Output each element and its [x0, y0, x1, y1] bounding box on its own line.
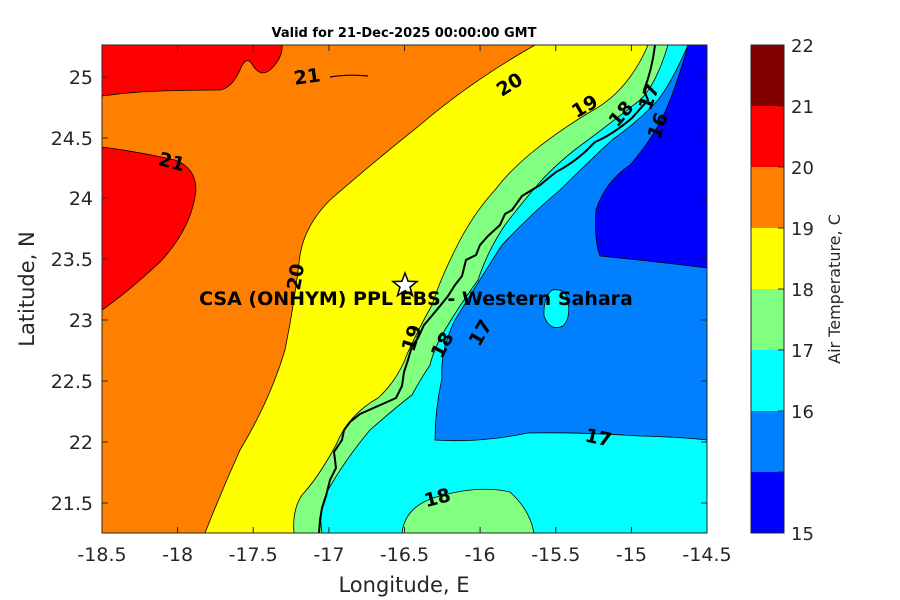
tick-marks — [101, 45, 708, 533]
y-tick-label: 24.5 — [51, 128, 93, 150]
y-axis-label: Latitude, N — [15, 231, 39, 347]
band-20-21-west — [102, 146, 197, 311]
colorbar-band-15-16 — [751, 411, 784, 472]
x-axis-label: Longitude, E — [338, 573, 469, 597]
colorbar-label: Air Temperature, C — [825, 214, 844, 364]
colorbar-tick-label: 16 — [791, 402, 814, 423]
band-15-16 — [434, 45, 707, 442]
colorbar-band-21-22 — [751, 45, 784, 106]
colorbar-band-17-18 — [751, 289, 784, 350]
map-title: Valid for 21-Dec-2025 00:00:00 GMT — [272, 26, 537, 41]
colorbar-tick-label: 17 — [791, 341, 814, 362]
colorbar-tick-label: 20 — [791, 158, 814, 179]
x-tick-label: -15 — [616, 544, 647, 566]
colorbar-band-18-19 — [751, 228, 784, 289]
x-tick-label: -16 — [465, 544, 496, 566]
coastline — [318, 45, 656, 533]
colorbar-tick-label: 21 — [791, 97, 814, 118]
x-tick-label: -15.5 — [531, 544, 580, 566]
colorbar-band-16-17 — [751, 350, 784, 411]
band-17-18-south — [401, 488, 535, 533]
x-tick-label: -14.5 — [682, 544, 731, 566]
band-16-17-pocket — [543, 289, 570, 329]
colorbar-band-20-21 — [751, 106, 784, 167]
band-20-21-north — [102, 45, 283, 97]
y-tick-label: 25 — [69, 67, 93, 89]
contour-map — [102, 45, 707, 533]
colorbar-tick-label: 15 — [791, 524, 814, 545]
colorbar-tick-label: 19 — [791, 219, 814, 240]
x-tick-labels: -18.5 -18 -17.5 -17 -16.5 -16 -15.5 -15 … — [77, 544, 731, 566]
station-name: CSA (ONHYM) PPL EBS - Western Sahara — [199, 288, 633, 310]
y-tick-label: 23 — [69, 310, 93, 332]
y-tick-labels: 25 24.5 24 23.5 23 22.5 22 21.5 — [51, 67, 93, 515]
colorbar: 22 21 20 19 18 17 16 15 Air Temperature,… — [750, 36, 844, 545]
x-tick-label: -17.5 — [229, 544, 278, 566]
colorbar-tick-label: 22 — [791, 36, 814, 57]
y-tick-label: 22.5 — [51, 371, 93, 393]
station-star-icon — [390, 270, 420, 298]
band-below-15 — [595, 45, 707, 269]
contour-label: 17 — [583, 425, 613, 452]
x-tick-label: -17 — [313, 544, 344, 566]
y-tick-label: 21.5 — [51, 493, 93, 515]
x-tick-label: -18 — [162, 544, 193, 566]
colorbar-band-19-20 — [751, 167, 784, 228]
contour-label: 21 — [293, 64, 322, 89]
y-tick-label: 22 — [69, 432, 93, 454]
contour-label: 20 — [283, 262, 309, 292]
colorbar-band-below-15 — [751, 472, 784, 533]
colorbar-tick-label: 18 — [791, 280, 814, 301]
y-tick-label: 23.5 — [51, 249, 93, 271]
x-tick-label: -18.5 — [77, 544, 126, 566]
y-tick-label: 24 — [69, 188, 93, 210]
x-tick-label: -16.5 — [380, 544, 429, 566]
